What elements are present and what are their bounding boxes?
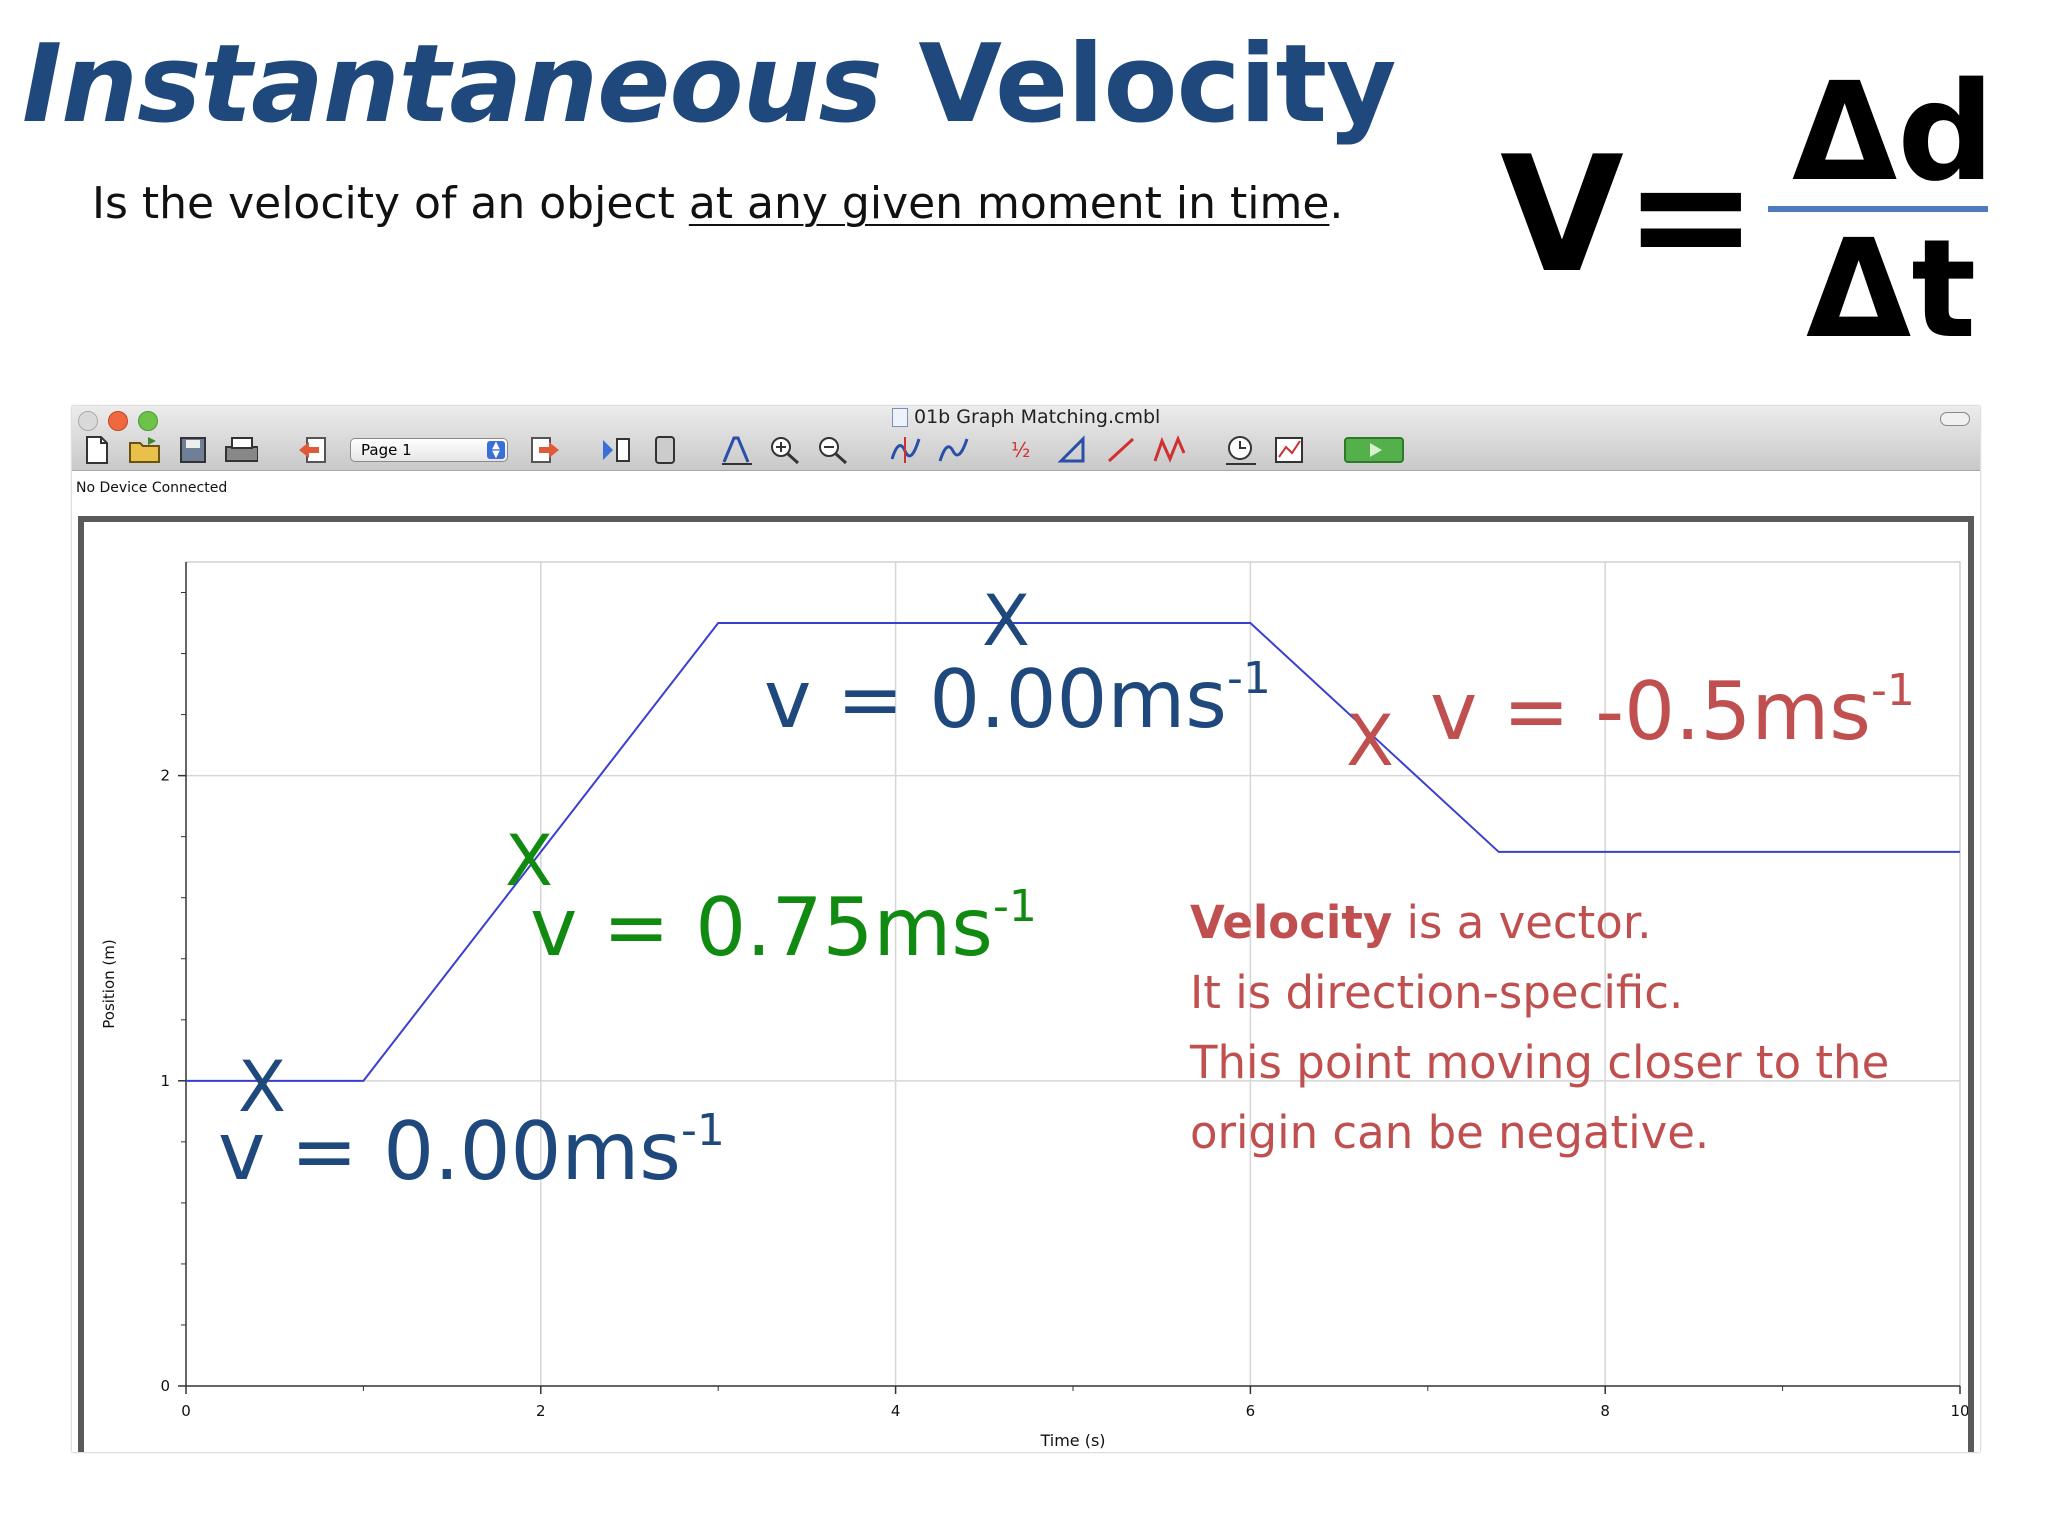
window-titlebar[interactable]: 01b Graph Matching.cmbl Page 1 ▲ ▼ ½	[72, 406, 1980, 471]
window-title: 01b Graph Matching.cmbl	[892, 406, 1160, 428]
x-mark-3: X	[982, 580, 1030, 662]
document-icon	[892, 407, 908, 427]
strip-chart-icon[interactable]	[1272, 433, 1306, 467]
title-italic: Instantaneous	[22, 22, 883, 147]
device-status: No Device Connected	[76, 480, 228, 496]
x-mark-1: X	[238, 1046, 286, 1128]
graph-frame: 0 2 4 6 8 10 0 1 2 Time (s) Position (m)	[78, 516, 1974, 1452]
logger-pro-window: 01b Graph Matching.cmbl Page 1 ▲ ▼ ½	[72, 406, 1980, 1452]
slide-subtitle: Is the velocity of an object at any give…	[92, 178, 1343, 229]
note-line-1: Velocity is a vector.	[1190, 888, 1889, 958]
integral-icon[interactable]: ½	[1008, 433, 1042, 467]
x-tick-label: 6	[1246, 1402, 1256, 1420]
note-line-3: This point moving closer to the	[1190, 1036, 1890, 1089]
x-tick-label: 8	[1600, 1402, 1610, 1420]
toolbar: Page 1 ▲ ▼ ½	[80, 432, 1418, 468]
velocity-label-4-sup: -1	[1870, 664, 1915, 716]
x-tick-label: 0	[181, 1402, 191, 1420]
curve-fit-icon[interactable]	[1152, 433, 1186, 467]
new-file-icon[interactable]	[80, 433, 114, 467]
x-mark-2: X	[505, 820, 553, 902]
velocity-label-1: v = 0.00ms-1	[218, 1108, 725, 1192]
slide-title: Instantaneous Velocity	[22, 22, 1397, 147]
x-tick-label: 4	[891, 1402, 901, 1420]
y-axis-label: Position (m)	[100, 939, 118, 1029]
minimize-window-icon[interactable]	[108, 411, 128, 431]
zoom-in-icon[interactable]	[768, 433, 802, 467]
tangent-icon[interactable]	[936, 433, 970, 467]
y-tick-label: 0	[160, 1377, 170, 1395]
formula-denominator: Δt	[1806, 211, 1977, 369]
save-icon[interactable]	[176, 433, 210, 467]
velocity-label-4-text: v = -0.5ms	[1430, 665, 1871, 758]
velocity-label-1-sup: -1	[680, 1104, 725, 1156]
velocity-label-3: v = 0.00ms-1	[764, 656, 1271, 740]
note-bold: Velocity	[1190, 896, 1393, 949]
zoom-out-icon[interactable]	[816, 433, 850, 467]
data-collection-icon[interactable]	[1224, 433, 1258, 467]
y-tick-label: 1	[160, 1072, 170, 1090]
subtitle-underlined: at any given moment in time	[688, 178, 1330, 229]
title-rest: Velocity	[918, 22, 1396, 147]
open-folder-icon[interactable]	[128, 433, 162, 467]
window-title-text: 01b Graph Matching.cmbl	[914, 406, 1161, 428]
series-line-1	[186, 622, 1960, 1082]
x-tick-label: 10	[1950, 1402, 1968, 1420]
formula-numerator: Δd	[1792, 54, 1995, 212]
page-select-value: Page 1	[361, 441, 412, 459]
y-tick-label: 2	[160, 767, 170, 785]
forward-page-icon[interactable]	[528, 433, 562, 467]
fraction-bar	[1768, 206, 1988, 212]
autoscale-icon[interactable]	[720, 433, 754, 467]
chart-series	[186, 622, 1960, 1082]
vector-note: Velocity is a vector. It is direction-sp…	[1190, 888, 1889, 1168]
position-time-chart[interactable]: 0 2 4 6 8 10 0 1 2 Time (s) Position (m)	[84, 522, 1970, 1452]
velocity-label-1-text: v = 0.00ms	[218, 1105, 681, 1198]
linear-fit-icon[interactable]	[1104, 433, 1138, 467]
note-line-1-rest: is a vector.	[1392, 896, 1652, 949]
x-mark-4: X	[1346, 700, 1394, 782]
collect-button[interactable]	[1344, 433, 1404, 467]
x-tick-label: 2	[536, 1402, 546, 1420]
subtitle-pre: Is the velocity of an object	[92, 178, 689, 229]
back-page-icon[interactable]	[296, 433, 330, 467]
velocity-label-2: v = 0.75ms-1	[530, 884, 1037, 968]
close-window-icon[interactable]	[78, 411, 98, 431]
data-browser-icon[interactable]	[600, 433, 634, 467]
page-select[interactable]: Page 1 ▲ ▼	[350, 438, 508, 462]
note-line-2: It is direction-specific.	[1190, 966, 1684, 1019]
toolbar-toggle-icon[interactable]	[1940, 412, 1970, 426]
note-line-4: origin can be negative.	[1190, 1106, 1710, 1159]
select-arrows-icon: ▲ ▼	[487, 441, 505, 460]
subtitle-post: .	[1329, 178, 1344, 229]
velocity-label-2-text: v = 0.75ms	[530, 881, 993, 974]
print-icon[interactable]	[224, 433, 258, 467]
velocity-label-3-text: v = 0.00ms	[764, 653, 1227, 746]
x-axis-label: Time (s)	[1039, 1431, 1105, 1450]
svg-text:½: ½	[1011, 438, 1030, 462]
examine-icon[interactable]	[888, 433, 922, 467]
formula-lhs: V=	[1500, 121, 1758, 308]
stats-icon[interactable]	[1056, 433, 1090, 467]
velocity-label-2-sup: -1	[992, 880, 1037, 932]
chart-ticks: 0 2 4 6 8 10 0 1 2	[160, 592, 1970, 1420]
velocity-label-3-sup: -1	[1226, 652, 1271, 704]
velocity-label-4: v = -0.5ms-1	[1430, 668, 1915, 752]
zoom-window-icon[interactable]	[138, 411, 158, 431]
device-icon[interactable]	[648, 433, 682, 467]
